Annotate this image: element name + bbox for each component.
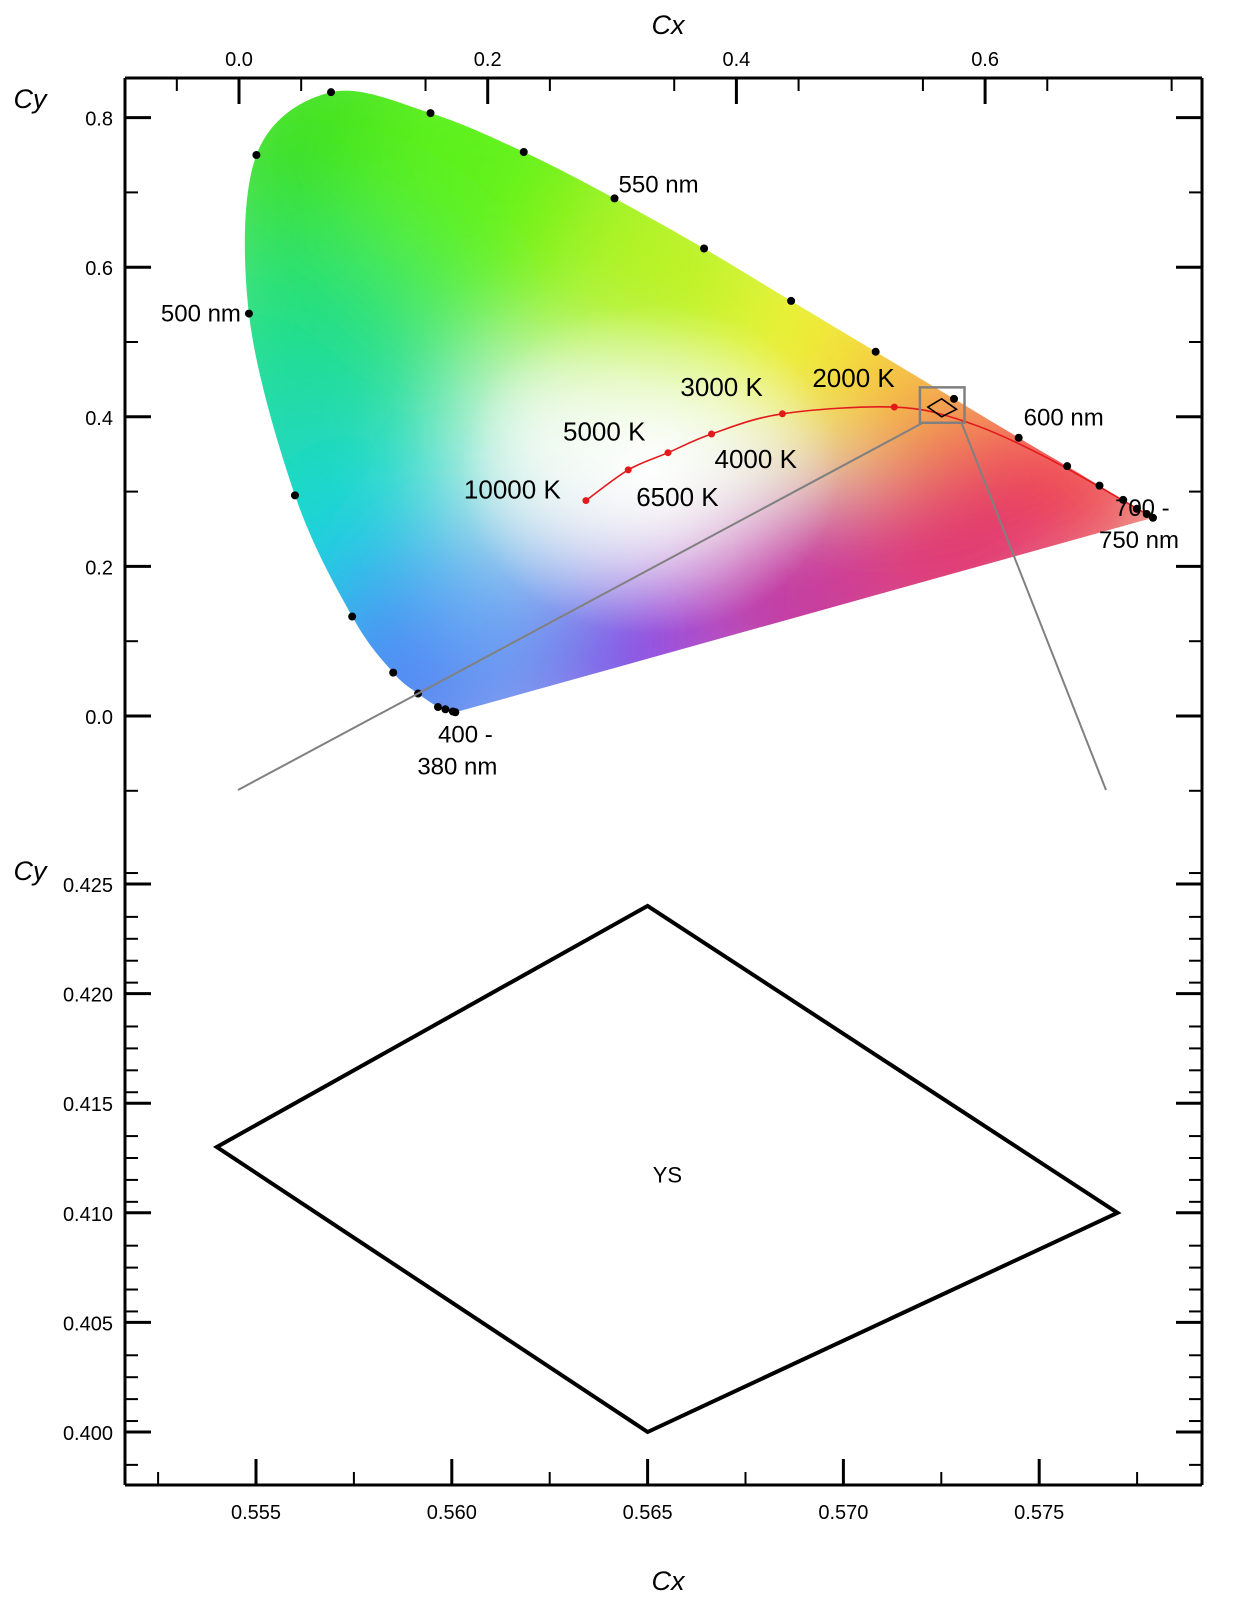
bottom-y-tick-label: 0.420 bbox=[63, 985, 113, 1007]
spectral-locus-dot bbox=[433, 703, 442, 712]
spectral-locus-dot bbox=[348, 612, 357, 621]
bottom-x-tick-label: 0.565 bbox=[623, 1502, 673, 1524]
spectral-locus-dot bbox=[1132, 504, 1141, 513]
wavelength-label: 380 nm bbox=[417, 753, 497, 780]
top-y-tick-label: 0.6 bbox=[85, 258, 113, 280]
spectral-locus-dot bbox=[787, 296, 796, 305]
ys-region-polygon bbox=[212, 903, 1122, 1435]
spectral-locus-dot bbox=[1063, 462, 1072, 471]
spectral-locus-dot bbox=[252, 151, 261, 159]
spectral-locus-dots bbox=[244, 88, 1157, 717]
temperature-label: 2000 K bbox=[812, 363, 895, 393]
spectral-locus-dot bbox=[871, 347, 880, 356]
planckian-locus-dot bbox=[778, 410, 786, 418]
zoom-region-box bbox=[918, 386, 966, 425]
zoom-connector-left bbox=[237, 421, 924, 791]
white-point-glow bbox=[459, 304, 840, 635]
temperature-label: 6500 K bbox=[636, 482, 719, 512]
top-y-tick-label: 0.8 bbox=[85, 109, 113, 131]
bottom-y-tick-label: 0.410 bbox=[63, 1204, 113, 1226]
spectral-locus-dot bbox=[426, 109, 435, 118]
spectral-locus-dot bbox=[389, 668, 398, 677]
top-x-tick-label: 0.2 bbox=[474, 49, 502, 71]
planckian-locus-dot bbox=[664, 449, 672, 457]
ys-region-label: YS bbox=[653, 1162, 682, 1187]
spectral-locus-dot bbox=[327, 88, 336, 97]
bottom-y-tick-label: 0.400 bbox=[63, 1423, 113, 1445]
temperature-labels: 10000 K 6500 K 5000 K 4000 K 3000 K 2000 K bbox=[464, 363, 895, 512]
spectral-locus-dot bbox=[1095, 481, 1104, 490]
wavelength-label: 500 nm bbox=[161, 301, 241, 328]
wavelength-label: 400 - bbox=[438, 721, 493, 748]
spectral-locus-dot bbox=[1119, 495, 1128, 504]
zoom-region-diamond bbox=[926, 397, 959, 418]
top-axis-ticks: 0.0 0.2 0.4 0.6 0.0 0.2 0.4 0.6 0.8 bbox=[85, 49, 1202, 792]
top-x-axis-title: Cx bbox=[652, 10, 686, 40]
bottom-x-tick-label: 0.575 bbox=[1014, 1502, 1064, 1524]
spectral-locus-dot bbox=[1014, 433, 1023, 442]
bottom-axis-ticks: 0.555 0.560 0.565 0.570 0.575 0.400 0.405 0.410… bbox=[63, 872, 1202, 1524]
temperature-label: 4000 K bbox=[715, 444, 798, 474]
planckian-locus-dot bbox=[624, 466, 632, 474]
spectral-locus-dot bbox=[519, 148, 528, 157]
spectral-locus-dot bbox=[700, 244, 709, 253]
top-y-axis-title: Cy bbox=[14, 84, 48, 114]
spectral-locus-dot bbox=[244, 309, 253, 318]
wavelength-label: 700 - bbox=[1115, 495, 1170, 522]
planckian-locus-dot bbox=[890, 403, 898, 411]
planckian-locus-dot bbox=[708, 430, 716, 438]
top-x-tick-label: 0.0 bbox=[225, 49, 253, 71]
spectral-locus-dot bbox=[950, 394, 959, 403]
bottom-x-tick-label: 0.560 bbox=[427, 1502, 477, 1524]
wavelength-label: 550 nm bbox=[619, 171, 699, 198]
temperature-label: 3000 K bbox=[680, 372, 763, 402]
wavelength-label: 600 nm bbox=[1024, 405, 1104, 432]
bottom-x-axis-title: Cx bbox=[652, 1566, 686, 1596]
bottom-y-tick-label: 0.415 bbox=[63, 1094, 113, 1116]
temperature-label: 5000 K bbox=[563, 417, 646, 447]
top-y-tick-label: 0.4 bbox=[85, 408, 113, 430]
temperature-label: 10000 K bbox=[464, 475, 562, 505]
spectral-locus-dot bbox=[441, 705, 450, 714]
top-panel: 0.0 0.2 0.4 0.6 0.0 0.2 0.4 0.6 0.8 Cx Cy 400 - 3… bbox=[14, 10, 1202, 792]
top-y-tick-label: 0.0 bbox=[85, 707, 113, 729]
spectral-locus-dot bbox=[1142, 510, 1151, 519]
bottom-y-axis-title: Cy bbox=[14, 856, 48, 886]
bottom-x-tick-label: 0.555 bbox=[231, 1502, 281, 1524]
wavelength-labels: 400 - 380 nm 500 nm 550 nm 600 nm 700 - 750 nm bbox=[161, 171, 1179, 780]
bottom-y-tick-label: 0.425 bbox=[63, 875, 113, 897]
zoom-connector-right bbox=[960, 422, 1107, 791]
planckian-locus-dots bbox=[582, 403, 898, 505]
planckian-locus-line bbox=[585, 406, 1154, 519]
top-x-tick-label: 0.4 bbox=[722, 49, 750, 71]
spectral-locus-dot bbox=[290, 491, 299, 500]
gamut-color-fill bbox=[244, 90, 1153, 713]
top-x-tick-label: 0.6 bbox=[971, 49, 999, 71]
spectral-locus-dot bbox=[448, 707, 457, 716]
top-y-tick-label: 0.2 bbox=[85, 557, 113, 579]
bottom-x-tick-label: 0.570 bbox=[818, 1502, 868, 1524]
spectral-locus-dot bbox=[610, 194, 619, 203]
planckian-locus-dot bbox=[582, 497, 590, 505]
bottom-y-tick-label: 0.405 bbox=[63, 1313, 113, 1335]
color-blob bbox=[850, 441, 1071, 662]
bottom-panel: 0.555 0.560 0.565 0.570 0.5750.4000.4050.410… bbox=[14, 78, 1204, 1596]
wavelength-label: 750 nm bbox=[1099, 527, 1179, 554]
spectral-locus-dot bbox=[1148, 513, 1157, 522]
